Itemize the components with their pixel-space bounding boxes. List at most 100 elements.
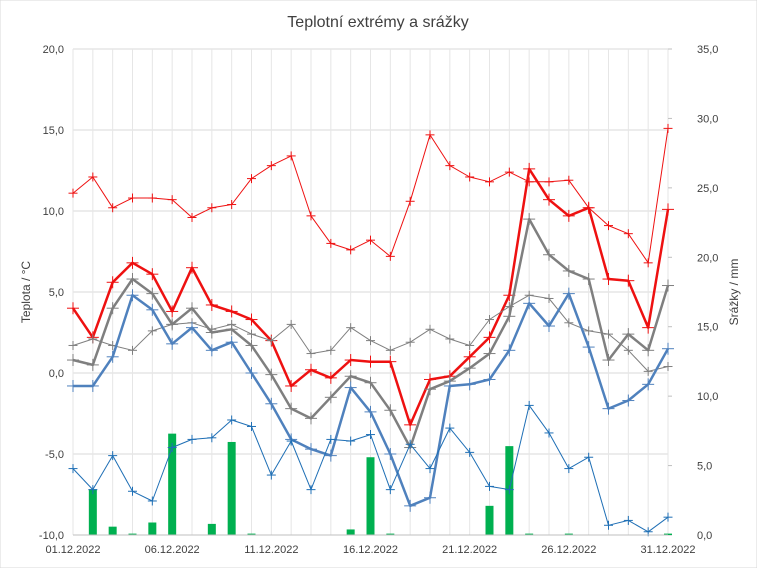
series-point bbox=[662, 203, 674, 216]
series-point bbox=[483, 331, 496, 344]
series-point bbox=[166, 305, 179, 318]
series-point bbox=[167, 195, 177, 205]
series-point bbox=[485, 177, 494, 187]
series-point bbox=[425, 464, 435, 474]
series-point bbox=[126, 256, 139, 269]
series-point bbox=[564, 464, 574, 474]
series-point bbox=[324, 371, 337, 384]
series-point bbox=[503, 310, 516, 323]
series-point bbox=[67, 379, 79, 392]
precipitation-bar bbox=[386, 533, 395, 535]
series-point bbox=[602, 354, 615, 367]
series-point bbox=[425, 130, 435, 140]
series-point bbox=[186, 321, 198, 334]
x-tick-label: 01.12.2022 bbox=[45, 544, 100, 556]
series-point bbox=[465, 447, 475, 457]
series-point bbox=[424, 491, 436, 504]
series-point bbox=[266, 161, 276, 171]
series-point bbox=[643, 258, 653, 268]
series-point bbox=[582, 201, 595, 214]
series-point bbox=[504, 485, 514, 495]
series-point bbox=[543, 248, 555, 261]
series-point bbox=[186, 302, 198, 315]
precipitation-bar bbox=[227, 441, 236, 535]
series-point bbox=[485, 481, 494, 491]
series-point bbox=[324, 391, 337, 404]
precipitation-bar bbox=[247, 533, 256, 535]
series-point bbox=[225, 305, 238, 318]
series-point bbox=[384, 448, 397, 460]
y-tick-label: 0,0 bbox=[49, 368, 64, 380]
series-point bbox=[443, 379, 456, 392]
series-point bbox=[424, 383, 436, 396]
series-point bbox=[523, 162, 536, 175]
series-point bbox=[205, 298, 218, 311]
series-point bbox=[346, 323, 356, 333]
y-axis-left: -10,0 -5,0 0,0 5,0 10,0 15,0 20,0 bbox=[39, 44, 64, 542]
series-point bbox=[305, 412, 317, 425]
gridlines bbox=[72, 48, 672, 536]
series-point bbox=[663, 362, 673, 372]
precipitation-bar bbox=[207, 523, 216, 535]
series-point bbox=[88, 334, 98, 344]
y-axis-right: 0,0 5,0 10,0 15,0 20,0 25,0 30,0 35,0 bbox=[697, 44, 718, 542]
series-point bbox=[503, 344, 516, 357]
series-point bbox=[622, 274, 635, 287]
series-point bbox=[524, 400, 534, 410]
series-point bbox=[286, 151, 296, 161]
series-point bbox=[562, 264, 575, 277]
series-point bbox=[147, 326, 157, 336]
y2-tick-label: 25,0 bbox=[697, 183, 718, 195]
y-axis-label: Teplota / °C bbox=[19, 261, 33, 323]
y2-tick-label: 5,0 bbox=[697, 461, 712, 473]
temperature-series bbox=[67, 123, 674, 537]
series-point bbox=[306, 349, 316, 359]
series-point bbox=[146, 268, 159, 281]
series-point bbox=[623, 345, 633, 355]
series-point bbox=[622, 394, 635, 407]
series-point bbox=[582, 273, 595, 286]
series-point bbox=[147, 496, 157, 506]
series-point bbox=[523, 213, 536, 226]
series-point bbox=[364, 355, 377, 368]
series-point bbox=[366, 336, 375, 346]
series-point bbox=[662, 342, 674, 355]
series-point bbox=[523, 297, 536, 310]
precipitation-bar bbox=[366, 457, 375, 535]
series-point bbox=[623, 515, 633, 525]
series-point bbox=[344, 370, 357, 383]
series-point bbox=[483, 373, 496, 386]
x-tick-label: 11.12.2022 bbox=[244, 544, 298, 556]
y-tick-label: -10,0 bbox=[39, 530, 64, 542]
series-point bbox=[245, 339, 258, 352]
series-point bbox=[385, 345, 395, 355]
series-point bbox=[207, 203, 217, 213]
y-tick-label: 10,0 bbox=[43, 206, 64, 218]
series-point bbox=[128, 193, 137, 203]
series-point bbox=[266, 470, 276, 480]
series-point bbox=[642, 344, 655, 357]
series-point bbox=[326, 434, 336, 444]
series-point bbox=[265, 397, 278, 410]
y2-tick-label: 10,0 bbox=[697, 391, 718, 403]
y2-tick-label: 15,0 bbox=[697, 322, 718, 334]
chart-title: Teplotní extrémy a srážky bbox=[287, 14, 468, 31]
series-point bbox=[405, 337, 415, 347]
series-point bbox=[584, 452, 594, 462]
series-point bbox=[604, 221, 613, 231]
series-point bbox=[68, 464, 78, 474]
series-point bbox=[364, 405, 377, 418]
series-point bbox=[108, 203, 118, 213]
series-point bbox=[604, 520, 613, 530]
precipitation-bar bbox=[525, 533, 534, 535]
series-point bbox=[364, 376, 377, 389]
series-point bbox=[285, 379, 298, 392]
series-point bbox=[245, 367, 258, 379]
series-point bbox=[67, 354, 79, 367]
series-point bbox=[504, 302, 514, 312]
precipitation-bar bbox=[88, 489, 97, 535]
series-point bbox=[504, 167, 514, 177]
series-point bbox=[126, 273, 139, 286]
